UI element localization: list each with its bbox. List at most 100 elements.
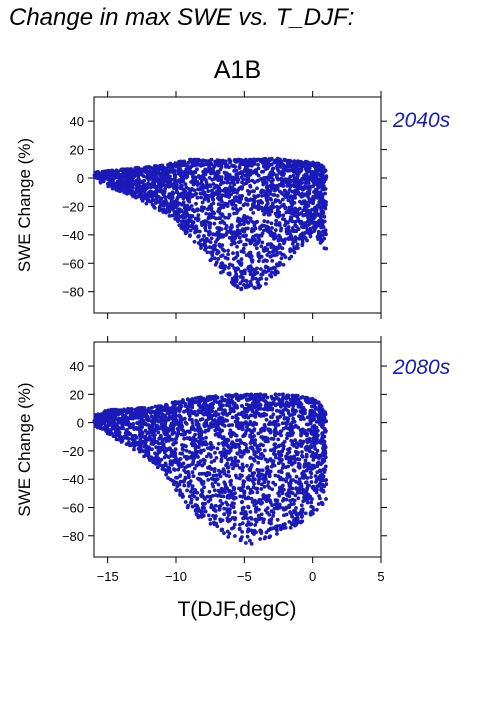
data-point xyxy=(245,226,250,231)
data-point xyxy=(266,439,270,444)
data-point xyxy=(229,456,234,461)
data-point xyxy=(184,422,189,426)
data-point xyxy=(242,421,247,426)
data-point xyxy=(239,197,244,201)
data-point xyxy=(212,418,217,422)
data-point xyxy=(228,185,233,189)
data-point xyxy=(268,171,273,175)
data-point xyxy=(282,188,287,193)
data-point xyxy=(250,401,255,405)
data-point xyxy=(226,519,231,524)
y-tick-label: −40 xyxy=(62,472,84,487)
data-point xyxy=(238,522,242,527)
data-point xyxy=(293,460,297,465)
data-point xyxy=(315,507,319,512)
data-point xyxy=(178,479,183,484)
data-point xyxy=(303,498,307,503)
data-point xyxy=(204,211,209,216)
data-point xyxy=(185,464,190,469)
data-point xyxy=(227,157,232,162)
data-point xyxy=(242,406,247,411)
data-point xyxy=(267,267,271,272)
data-point xyxy=(125,168,130,172)
data-point xyxy=(187,472,191,477)
data-point xyxy=(136,176,141,181)
data-point xyxy=(150,195,155,200)
data-point xyxy=(273,266,277,271)
data-point xyxy=(192,163,196,168)
data-point xyxy=(224,233,228,237)
data-point xyxy=(306,208,311,213)
data-point xyxy=(302,201,307,206)
data-point xyxy=(278,414,282,419)
data-point xyxy=(190,484,195,488)
data-point xyxy=(197,234,201,238)
data-point xyxy=(143,170,148,175)
data-point xyxy=(268,430,273,435)
data-point xyxy=(273,228,278,233)
data-point xyxy=(208,214,213,219)
data-point xyxy=(277,502,282,507)
data-point xyxy=(165,432,170,436)
figure-title: Change in max SWE vs. T_DJF: xyxy=(9,4,355,31)
data-point xyxy=(305,500,310,505)
data-point xyxy=(203,172,208,177)
data-point xyxy=(233,455,238,460)
data-point xyxy=(197,477,202,481)
data-point xyxy=(291,201,295,206)
data-point xyxy=(208,193,213,198)
data-point xyxy=(144,201,149,206)
data-point xyxy=(269,448,273,453)
data-point xyxy=(311,458,316,462)
data-point xyxy=(209,202,214,207)
data-point xyxy=(170,453,174,458)
data-point xyxy=(161,204,166,208)
data-point xyxy=(224,173,229,178)
data-point xyxy=(281,262,286,267)
data-point xyxy=(305,476,310,480)
data-point xyxy=(301,213,306,218)
data-point xyxy=(255,486,260,491)
data-point xyxy=(236,285,240,290)
data-point xyxy=(218,517,223,522)
data-point xyxy=(273,159,278,164)
data-point xyxy=(233,534,237,538)
data-point xyxy=(300,191,304,196)
data-point xyxy=(226,457,230,462)
data-point xyxy=(110,414,115,419)
data-point xyxy=(193,488,198,492)
data-point xyxy=(157,185,162,189)
data-point xyxy=(315,448,320,453)
data-point xyxy=(225,451,229,455)
data-point xyxy=(182,416,187,421)
data-point xyxy=(270,243,274,248)
data-point xyxy=(314,480,318,484)
data-point xyxy=(296,404,301,409)
data-point xyxy=(193,446,198,451)
data-point xyxy=(291,393,296,398)
data-point xyxy=(232,195,237,200)
data-point xyxy=(278,200,283,205)
data-point xyxy=(227,423,231,428)
data-point xyxy=(262,480,267,485)
data-point xyxy=(192,170,197,175)
data-point xyxy=(210,253,215,258)
data-point xyxy=(276,168,281,173)
y-tick-label: −20 xyxy=(62,199,84,214)
data-point xyxy=(314,490,319,495)
data-point xyxy=(248,280,253,284)
data-point xyxy=(265,259,269,263)
data-point xyxy=(209,236,214,241)
data-point xyxy=(260,500,265,505)
data-point xyxy=(183,231,188,236)
data-point xyxy=(316,204,321,209)
data-point xyxy=(302,162,307,167)
data-point xyxy=(267,512,272,517)
data-point xyxy=(227,431,232,436)
data-point xyxy=(225,507,230,511)
y-tick-label: −20 xyxy=(62,444,84,459)
data-point xyxy=(313,452,318,457)
data-point xyxy=(99,412,104,416)
data-point xyxy=(143,434,148,439)
data-point xyxy=(148,166,153,171)
